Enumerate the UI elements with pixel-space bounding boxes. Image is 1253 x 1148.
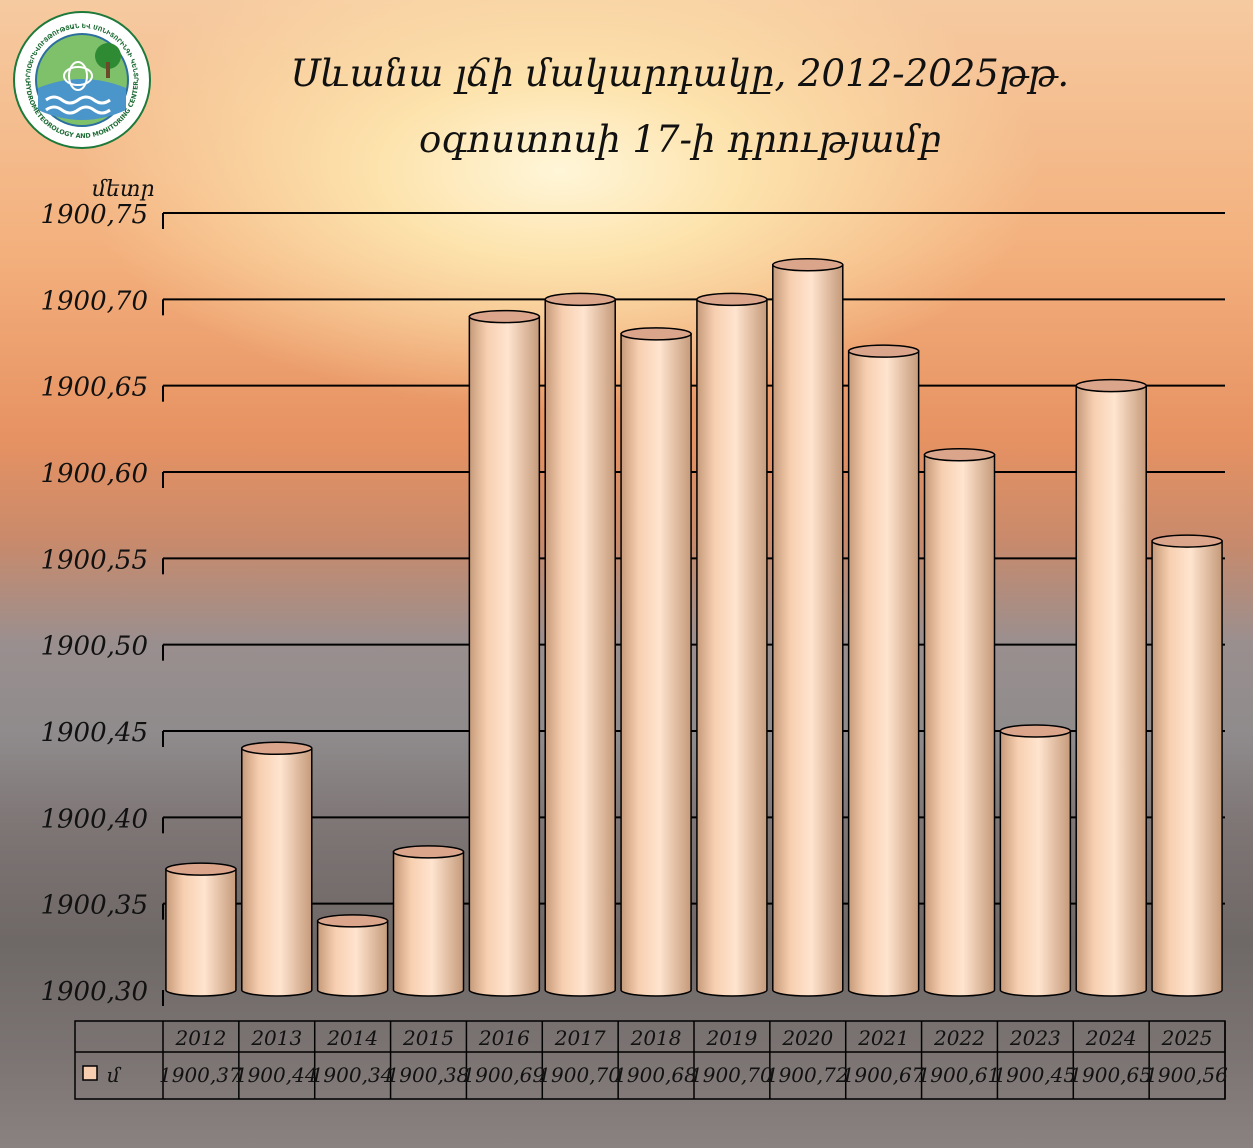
bar [392,845,465,997]
data-table-value: 1900,56 [1145,1063,1228,1087]
y-tick-label: 1900,30 [40,977,148,1007]
data-table-value: 1900,65 [1069,1063,1152,1087]
y-tick-label: 1900,65 [40,373,148,403]
bar-body [316,920,389,997]
bar-body [241,747,313,997]
x-category-label: 2023 [1009,1026,1061,1050]
x-category-label: 2020 [781,1026,833,1050]
bar-top [544,292,616,307]
bar-top [999,724,1072,738]
bar-body [847,350,920,997]
bar [241,741,313,997]
x-category-label: 2016 [478,1026,530,1050]
bar-top [165,862,237,876]
bar-top [772,258,844,272]
y-tick-label: 1900,35 [40,891,148,921]
data-table-value: 1900,34 [311,1063,394,1087]
y-tick-label: 1900,70 [40,286,148,316]
bar [468,309,541,997]
bar-body [999,730,1072,997]
bar [316,914,389,997]
data-table-value: 1900,61 [918,1063,1001,1087]
bar-top [1151,534,1223,548]
data-table-value: 1900,44 [235,1063,318,1087]
y-tick-label: 1900,50 [40,632,148,662]
y-tick-label: 1900,45 [40,718,148,748]
bar [999,724,1072,997]
bar [847,344,920,997]
logo: ՀԻԴՐՈՕԵՐԵՎՈՒՅԹՈՒԹՅԱՆ ԵՎ ՄՈՆԻՏՈՐԻՆԳԻ ԿԵՆՏ… [12,10,151,149]
x-category-label: 2013 [250,1026,302,1050]
data-table-value: 1900,70 [690,1063,773,1087]
bar-body [468,315,541,997]
data-table-value: 1900,38 [387,1063,470,1087]
bar [923,447,996,997]
x-category-label: 2012 [174,1026,226,1050]
bar-top [847,344,920,358]
chart-subtitle: օգոստոսի 17-ի դրությամբ [418,118,942,161]
bar [772,258,844,997]
x-category-label: 2024 [1085,1026,1137,1050]
bar [544,292,616,997]
bar-body [165,868,237,997]
x-category-label: 2018 [630,1026,682,1050]
x-category-label: 2022 [933,1026,985,1050]
bar [620,327,692,997]
bar-top [241,741,313,756]
legend-swatch [82,1065,98,1081]
x-category-label: 2015 [402,1026,454,1050]
bar [165,862,237,997]
chart-title: Սևանա լճի մակարդակը, 2012-2025թթ. [290,52,1070,95]
bar-top [923,447,996,462]
bar-body [620,333,692,997]
y-axis-unit-label: մետր [92,177,155,202]
bar [696,292,768,997]
bar-body [923,453,996,997]
bar-body [1075,384,1147,997]
bar-top [316,914,389,928]
y-tick-label: 1900,40 [40,804,148,834]
y-tick-label: 1900,55 [40,545,148,575]
data-table-value: 1900,37 [159,1063,242,1087]
data-table-value: 1900,68 [614,1063,697,1087]
x-category-label: 2021 [857,1026,909,1050]
bar [1151,534,1223,997]
bar-top [392,845,465,859]
data-table-value: 1900,69 [462,1063,545,1087]
x-category-label: 2017 [554,1026,606,1050]
data-table-value: 1900,67 [842,1063,925,1087]
y-tick-label: 1900,75 [40,200,148,230]
bar-top [1075,378,1147,393]
y-tick-label: 1900,60 [40,459,148,489]
x-category-label: 2014 [326,1026,378,1050]
bar-body [544,298,616,997]
data-table-value: 1900,70 [538,1063,621,1087]
bar-body [392,851,465,997]
bar-body [696,298,768,997]
bar-top [620,327,692,341]
x-category-label: 2019 [705,1026,757,1050]
legend-series-name: մ [107,1063,122,1087]
bar-body [1151,540,1223,997]
data-table-value: 1900,45 [993,1063,1076,1087]
bar [1075,378,1147,997]
x-category-label: 2025 [1161,1026,1213,1050]
data-table-value: 1900,72 [766,1063,849,1087]
bar-body [772,264,844,997]
bar-top [468,309,541,324]
bar-top [696,292,768,307]
